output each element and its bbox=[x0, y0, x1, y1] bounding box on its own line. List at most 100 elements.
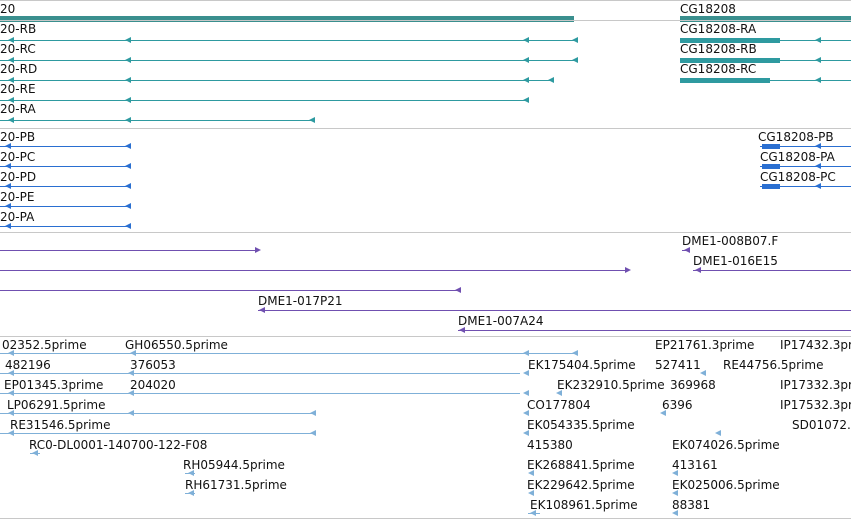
est-arrow-icon bbox=[523, 390, 529, 396]
protein-label[interactable]: CG18208-PA bbox=[760, 150, 835, 164]
exon-block bbox=[680, 58, 780, 63]
strand-arrow-icon bbox=[8, 77, 14, 83]
est-arrow-icon bbox=[660, 410, 666, 416]
transcript-label[interactable]: 20-RC bbox=[0, 42, 36, 56]
est-label[interactable]: RH61731.5prime bbox=[185, 478, 287, 492]
track-separator bbox=[0, 20, 851, 21]
strand-arrow-icon bbox=[5, 223, 11, 229]
est-label[interactable]: 527411 bbox=[655, 358, 701, 372]
clone-line bbox=[258, 310, 851, 311]
est-label[interactable]: IP17432.3prime bbox=[780, 338, 851, 352]
strand-arrow-icon bbox=[125, 163, 131, 169]
est-line bbox=[0, 393, 520, 394]
clone-line bbox=[0, 290, 460, 291]
est-arrow-icon bbox=[700, 370, 706, 376]
protein-line bbox=[0, 166, 131, 167]
clone-label[interactable]: DME1-017P21 bbox=[258, 294, 343, 308]
est-label[interactable]: 413161 bbox=[672, 458, 718, 472]
est-label[interactable]: 376053 bbox=[130, 358, 176, 372]
clone-arrow-icon bbox=[459, 327, 465, 333]
est-label[interactable]: 88381 bbox=[672, 498, 711, 512]
clone-label[interactable]: DME1-007A24 bbox=[458, 314, 544, 328]
clone-label[interactable]: DME1-016E15 bbox=[693, 254, 778, 268]
est-line bbox=[0, 373, 520, 374]
protein-label[interactable]: 20-PE bbox=[0, 190, 35, 204]
protein-label[interactable]: 20-PB bbox=[0, 130, 36, 144]
strand-arrow-icon bbox=[5, 163, 11, 169]
est-label[interactable]: 482196 bbox=[5, 358, 51, 372]
est-label[interactable]: 02352.5prime bbox=[2, 338, 87, 352]
est-label[interactable]: IP17332.3prime bbox=[780, 378, 851, 392]
gene-bar bbox=[680, 16, 851, 22]
est-label[interactable]: EK232910.5prime bbox=[557, 378, 665, 392]
est-label[interactable]: RE31546.5prime bbox=[10, 418, 111, 432]
est-arrow-icon bbox=[128, 410, 134, 416]
strand-arrow-icon bbox=[815, 143, 821, 149]
strand-arrow-icon bbox=[815, 77, 821, 83]
est-arrow-icon bbox=[528, 490, 534, 496]
est-arrow-icon bbox=[523, 430, 529, 436]
est-label[interactable]: EK229642.5prime bbox=[527, 478, 635, 492]
est-label[interactable]: EK074026.5prime bbox=[672, 438, 780, 452]
est-label[interactable]: LP06291.5prime bbox=[7, 398, 106, 412]
est-label[interactable]: IP17532.3prime bbox=[780, 398, 851, 412]
est-arrow-icon bbox=[188, 470, 194, 476]
protein-label[interactable]: 20-PA bbox=[0, 210, 35, 224]
protein-line bbox=[0, 226, 131, 227]
strand-arrow-icon bbox=[8, 57, 14, 63]
strand-arrow-icon bbox=[125, 203, 131, 209]
strand-arrow-icon bbox=[125, 37, 131, 43]
protein-label[interactable]: 20-PD bbox=[0, 170, 37, 184]
transcript-label[interactable]: 20-RA bbox=[0, 102, 36, 116]
transcript-label[interactable]: CG18208-RC bbox=[680, 62, 757, 76]
strand-arrow-icon bbox=[815, 37, 821, 43]
est-label[interactable]: EK268841.5prime bbox=[527, 458, 635, 472]
strand-arrow-icon bbox=[125, 57, 131, 63]
est-label[interactable]: EK175404.5prime bbox=[528, 358, 636, 372]
est-arrow-icon bbox=[530, 510, 536, 516]
transcript-label[interactable]: 20-RB bbox=[0, 22, 37, 36]
strand-arrow-icon bbox=[523, 57, 529, 63]
protein-line bbox=[760, 186, 851, 187]
est-label[interactable]: 204020 bbox=[130, 378, 176, 392]
est-label[interactable]: EK108961.5prime bbox=[530, 498, 638, 512]
clone-arrow-icon bbox=[625, 267, 631, 273]
strand-arrow-icon bbox=[125, 77, 131, 83]
transcript-label[interactable]: 20-RD bbox=[0, 62, 38, 76]
est-label[interactable]: 415380 bbox=[527, 438, 573, 452]
clone-line bbox=[0, 270, 625, 271]
gene-label[interactable]: 20 bbox=[0, 2, 16, 16]
est-label[interactable]: CO177804 bbox=[527, 398, 591, 412]
transcript-label[interactable]: CG18208-RA bbox=[680, 22, 757, 36]
clone-label[interactable]: DME1-008B07.F bbox=[682, 234, 779, 248]
est-label[interactable]: 369968 bbox=[670, 378, 716, 392]
est-label[interactable]: RC0-DL0001-140700-122-F08 bbox=[29, 438, 208, 452]
protein-label[interactable]: CG18208-PC bbox=[760, 170, 836, 184]
est-label[interactable]: EP01345.3prime bbox=[4, 378, 104, 392]
est-label[interactable]: EP21761.3prime bbox=[655, 338, 755, 352]
transcript-line bbox=[0, 120, 312, 121]
gene-bar bbox=[0, 16, 574, 22]
est-label[interactable]: 6396 bbox=[662, 398, 693, 412]
est-label[interactable]: RH05944.5prime bbox=[183, 458, 285, 472]
transcript-label[interactable]: CG18208-RB bbox=[680, 42, 757, 56]
est-label[interactable]: EK054335.5prime bbox=[527, 418, 635, 432]
est-arrow-icon bbox=[310, 430, 316, 436]
transcript-label[interactable]: 20-RE bbox=[0, 82, 36, 96]
est-arrow-icon bbox=[128, 370, 134, 376]
clone-arrow-icon bbox=[259, 307, 265, 313]
transcript-line bbox=[0, 60, 575, 61]
gene-label[interactable]: CG18208 bbox=[680, 2, 736, 16]
strand-arrow-icon bbox=[815, 57, 821, 63]
clone-arrow-icon bbox=[455, 287, 461, 293]
est-arrow-icon bbox=[523, 410, 529, 416]
est-label[interactable]: RE44756.5prime bbox=[723, 358, 824, 372]
transcript-line bbox=[0, 100, 525, 101]
est-arrow-icon bbox=[8, 370, 14, 376]
protein-label[interactable]: CG18208-PB bbox=[758, 130, 834, 144]
protein-label[interactable]: 20-PC bbox=[0, 150, 36, 164]
est-label[interactable]: GH06550.5prime bbox=[125, 338, 228, 352]
est-label[interactable]: EK025006.5prime bbox=[672, 478, 780, 492]
est-label[interactable]: SD01072. bbox=[792, 418, 851, 432]
